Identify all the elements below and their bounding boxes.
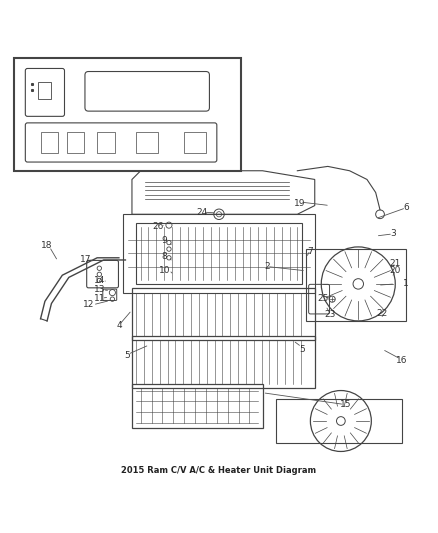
Text: 9: 9 xyxy=(162,236,167,245)
Bar xyxy=(306,249,406,321)
Bar xyxy=(276,399,402,443)
Text: 24: 24 xyxy=(196,208,207,217)
Text: 19: 19 xyxy=(294,199,305,208)
Bar xyxy=(14,58,241,171)
Text: 11: 11 xyxy=(94,294,105,303)
Bar xyxy=(132,384,262,427)
Text: 26: 26 xyxy=(152,222,164,231)
Bar xyxy=(132,288,315,341)
Text: 3: 3 xyxy=(390,229,396,238)
Text: 14: 14 xyxy=(94,276,105,285)
Text: 16: 16 xyxy=(396,356,407,365)
Text: 21: 21 xyxy=(389,259,401,268)
Bar xyxy=(39,82,51,99)
Text: 8: 8 xyxy=(162,252,167,261)
Text: 15: 15 xyxy=(339,400,351,409)
Bar xyxy=(136,132,158,154)
Text: 23: 23 xyxy=(324,310,336,319)
Text: 18: 18 xyxy=(41,241,53,250)
Text: 2: 2 xyxy=(264,262,270,271)
Text: 17: 17 xyxy=(80,255,91,264)
Text: 7: 7 xyxy=(307,247,313,256)
Text: 12: 12 xyxy=(83,300,94,309)
Text: 1: 1 xyxy=(403,279,409,288)
Text: 20: 20 xyxy=(389,266,401,276)
Text: 10: 10 xyxy=(159,266,170,276)
Text: 5: 5 xyxy=(299,345,304,354)
Text: 4: 4 xyxy=(116,321,122,330)
Bar xyxy=(132,336,315,389)
Bar xyxy=(41,132,58,154)
Bar xyxy=(67,132,84,154)
Text: 6: 6 xyxy=(403,203,409,212)
Bar xyxy=(184,132,206,154)
Bar xyxy=(136,223,302,284)
Text: 25: 25 xyxy=(318,294,329,303)
Text: 13: 13 xyxy=(94,285,105,294)
Text: 22: 22 xyxy=(377,309,388,318)
Bar xyxy=(97,132,115,154)
Text: 2015 Ram C/V A/C & Heater Unit Diagram: 2015 Ram C/V A/C & Heater Unit Diagram xyxy=(121,466,317,475)
Text: 5: 5 xyxy=(125,351,131,360)
